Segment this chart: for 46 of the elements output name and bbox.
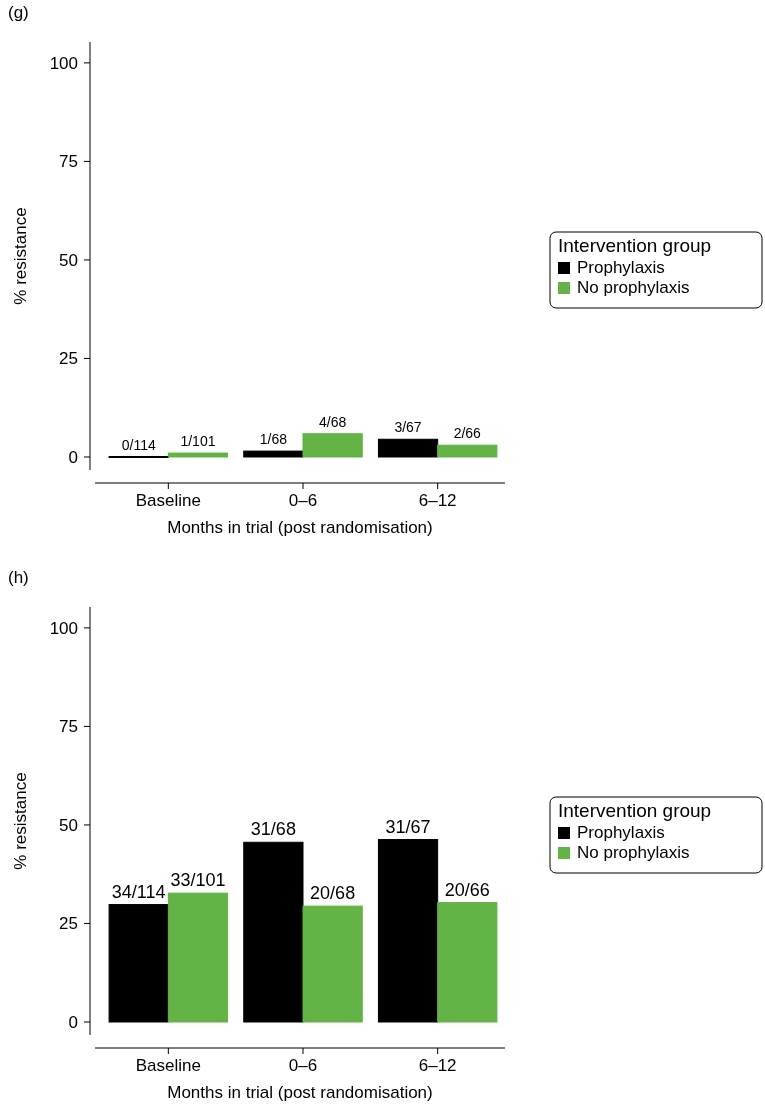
legend-label: Prophylaxis (577, 258, 665, 277)
y-tick-label: 25 (59, 914, 78, 934)
x-tick-label: 6–12 (418, 1056, 457, 1075)
data-label: 31/68 (250, 819, 296, 840)
data-label: 4/68 (319, 413, 347, 430)
y-axis-title: % resistance (11, 207, 30, 305)
data-label: 1/101 (180, 433, 216, 450)
legend-label: No prophylaxis (577, 843, 690, 862)
bar (108, 904, 169, 1023)
data-label: 33/101 (170, 870, 226, 891)
data-label: 31/67 (385, 816, 431, 837)
x-tick-label: Baseline (135, 491, 201, 510)
data-label: 20/68 (310, 883, 356, 904)
y-tick-label: 100 (49, 618, 78, 638)
data-label: 34/114 (111, 881, 166, 902)
chart-title: (g) (8, 3, 29, 22)
x-axis-title: Months in trial (post randomisation) (167, 1083, 433, 1102)
legend-label: Prophylaxis (577, 823, 665, 842)
x-tick-label: 0–6 (288, 491, 318, 510)
chart-title: (h) (8, 568, 29, 587)
y-tick-label: 50 (59, 815, 78, 835)
x-tick-label: 6–12 (418, 491, 457, 510)
data-label: 20/66 (444, 879, 490, 900)
x-axis-title: Months in trial (post randomisation) (167, 518, 433, 537)
y-tick-label: 100 (49, 53, 78, 73)
y-tick-label: 0 (68, 1012, 78, 1032)
legend-title: Intervention group (558, 800, 712, 821)
bar (167, 892, 229, 1023)
bar (377, 839, 439, 1023)
x-tick-label: Baseline (135, 1056, 201, 1075)
bar (243, 841, 304, 1023)
y-tick-label: 0 (68, 447, 78, 467)
y-tick-label: 75 (59, 717, 78, 737)
y-axis-title: % resistance (11, 772, 30, 870)
data-label: 1/68 (259, 431, 288, 448)
y-tick-label: 75 (59, 152, 78, 172)
bar (302, 905, 363, 1023)
data-label: 0/114 (121, 436, 156, 453)
bar (437, 902, 498, 1023)
legend-label: No prophylaxis (577, 278, 690, 297)
x-tick-label: 0–6 (288, 1056, 318, 1075)
legend-title: Intervention group (558, 235, 712, 256)
y-tick-label: 25 (59, 349, 78, 369)
data-label: 2/66 (453, 425, 482, 442)
data-label: 3/67 (394, 419, 422, 436)
y-tick-label: 50 (59, 250, 78, 270)
